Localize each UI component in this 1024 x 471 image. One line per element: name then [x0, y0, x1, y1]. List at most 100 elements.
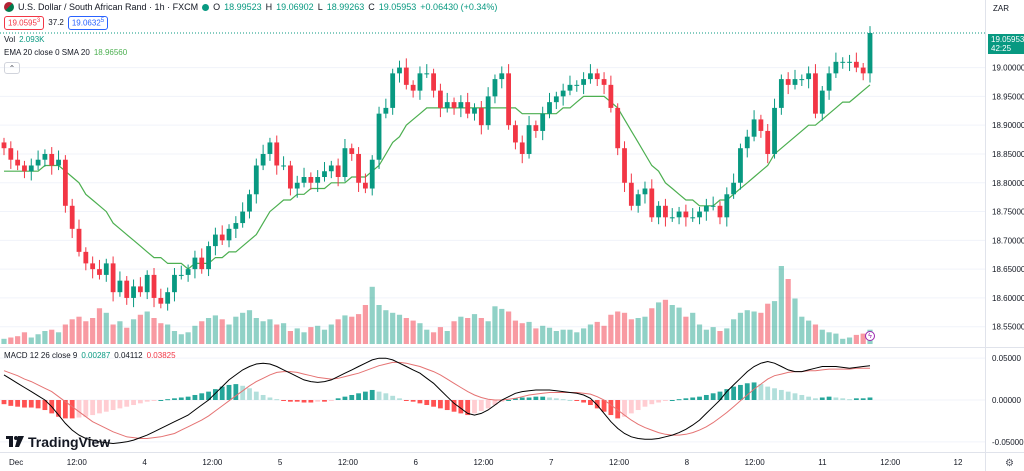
candle[interactable] — [76, 219, 82, 257]
candle[interactable] — [799, 74, 805, 87]
candle[interactable] — [281, 156, 286, 171]
candle[interactable] — [778, 74, 784, 115]
candle[interactable] — [785, 72, 791, 95]
candle[interactable] — [847, 54, 852, 72]
candle[interactable] — [669, 208, 675, 222]
candle[interactable] — [356, 147, 361, 192]
candle[interactable] — [547, 92, 552, 119]
candle[interactable] — [833, 52, 839, 78]
candle[interactable] — [369, 155, 375, 196]
candle[interactable] — [635, 189, 641, 213]
candle[interactable] — [628, 173, 634, 211]
candle[interactable] — [83, 247, 89, 271]
candle[interactable] — [233, 216, 239, 239]
candle[interactable] — [28, 158, 34, 181]
candle[interactable] — [676, 206, 682, 225]
candle[interactable] — [178, 265, 184, 280]
candle[interactable] — [588, 64, 593, 84]
candle[interactable] — [492, 74, 498, 104]
candle[interactable] — [560, 83, 566, 106]
candle[interactable] — [301, 167, 307, 188]
candle[interactable] — [110, 256, 116, 302]
volume-legend[interactable]: Vol 2.093K — [4, 35, 44, 44]
candle[interactable] — [642, 181, 648, 204]
candle[interactable] — [342, 138, 348, 182]
candle[interactable] — [260, 144, 266, 171]
candle[interactable] — [397, 60, 402, 83]
candle[interactable] — [697, 206, 702, 225]
candle[interactable] — [553, 91, 559, 110]
candle[interactable] — [410, 80, 416, 98]
candle[interactable] — [458, 95, 464, 118]
time-axis[interactable]: Dec 12:00 4 12:00 5 12:00 6 12:00 7 12:00 8 12:00 11… — [0, 453, 985, 471]
candle[interactable] — [158, 288, 164, 309]
candle[interactable] — [581, 72, 587, 95]
candle[interactable] — [151, 267, 157, 308]
candle[interactable] — [15, 150, 21, 171]
candle[interactable] — [390, 68, 396, 115]
price-axis[interactable]: 19.00000 18.95000 18.90000 18.85000 18.80000… — [986, 0, 1024, 471]
candle[interactable] — [363, 173, 368, 194]
candle[interactable] — [656, 201, 662, 225]
candle[interactable] — [35, 150, 41, 171]
candle[interactable] — [751, 110, 757, 142]
candle[interactable] — [287, 160, 293, 196]
candle[interactable] — [622, 141, 627, 192]
candle[interactable] — [574, 80, 580, 92]
candle[interactable] — [444, 92, 450, 113]
candle[interactable] — [8, 141, 14, 169]
candle[interactable] — [240, 202, 246, 228]
candle[interactable] — [253, 158, 259, 204]
candle[interactable] — [663, 198, 668, 227]
candle[interactable] — [438, 83, 443, 118]
ema-legend[interactable]: EMA 20 close 0 SMA 20 18.96560 — [4, 48, 127, 57]
candle[interactable] — [649, 179, 655, 222]
candle[interactable] — [860, 62, 866, 81]
candle[interactable] — [703, 198, 709, 221]
candle[interactable] — [472, 103, 477, 121]
candle[interactable] — [819, 86, 825, 121]
candle[interactable] — [724, 187, 730, 227]
pane-divider[interactable] — [0, 347, 1024, 348]
candle[interactable] — [567, 75, 573, 96]
candle[interactable] — [594, 68, 600, 87]
candle[interactable] — [813, 64, 818, 119]
candle[interactable] — [840, 57, 846, 69]
candle[interactable] — [403, 58, 409, 90]
tradingview-logo[interactable]: TradingView — [6, 434, 110, 450]
candle[interactable] — [615, 103, 621, 156]
candle[interactable] — [806, 66, 812, 89]
chevron-up-icon[interactable]: ⌃ — [4, 62, 20, 74]
candle[interactable] — [226, 224, 232, 248]
candle[interactable] — [103, 258, 109, 282]
candle[interactable] — [165, 287, 171, 311]
candle[interactable] — [328, 160, 334, 179]
lightning-icon[interactable]: ϟ — [865, 331, 875, 341]
candle[interactable] — [1, 137, 7, 156]
candle[interactable] — [206, 241, 211, 277]
candle[interactable] — [144, 270, 150, 300]
candle[interactable] — [247, 189, 252, 219]
candle[interactable] — [22, 160, 27, 179]
symbol-title[interactable]: U.S. Dollar / South African Rand · 1h · … — [18, 2, 199, 12]
symbol-legend[interactable]: U.S. Dollar / South African Rand · 1h · … — [4, 2, 497, 12]
candle[interactable] — [274, 135, 280, 175]
candle[interactable] — [322, 162, 327, 182]
candle[interactable] — [540, 106, 546, 141]
candle[interactable] — [199, 248, 205, 274]
settings-icon[interactable]: ⚙ — [1005, 458, 1014, 469]
candle[interactable] — [744, 129, 750, 158]
candle[interactable] — [792, 69, 798, 90]
candle[interactable] — [601, 72, 607, 95]
candle[interactable] — [335, 158, 341, 187]
candle[interactable] — [185, 264, 191, 282]
candle[interactable] — [56, 150, 61, 171]
candle[interactable] — [765, 124, 771, 164]
macd-legend[interactable]: MACD 12 26 close 9 0.00287 0.04112 0.038… — [4, 351, 176, 360]
candle[interactable] — [267, 137, 273, 161]
candle[interactable] — [117, 271, 123, 297]
candle[interactable] — [526, 115, 532, 159]
candle[interactable] — [690, 208, 696, 222]
macd-chart[interactable] — [0, 348, 985, 452]
sell-button[interactable]: 19.05953 — [4, 16, 45, 30]
